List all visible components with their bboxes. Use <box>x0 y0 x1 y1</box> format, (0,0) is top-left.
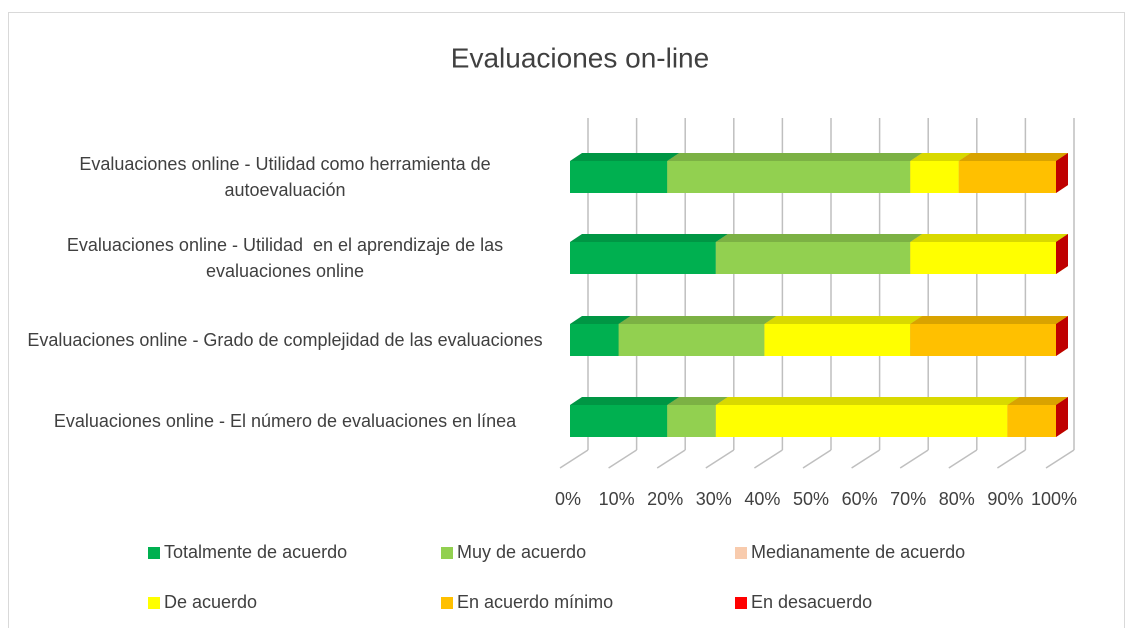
category-label: Evaluaciones online - Grado de complejid… <box>27 330 543 350</box>
x-tick-label: 70% <box>890 489 926 509</box>
bar-top <box>570 234 728 242</box>
legend-label: En desacuerdo <box>751 592 872 612</box>
bar-top <box>910 234 1068 242</box>
bar-front <box>570 324 619 356</box>
bar-top <box>715 397 1020 405</box>
bar-front <box>764 324 911 356</box>
bar-top <box>958 153 1068 161</box>
x-tick-label: 50% <box>793 489 829 509</box>
category-label: Evaluaciones online - Utilidad como herr… <box>79 154 496 200</box>
bar-segment <box>715 397 1020 437</box>
bar-top <box>910 316 1068 324</box>
floor-line <box>899 449 929 469</box>
x-tick-label: 90% <box>987 489 1023 509</box>
bar-segment <box>1056 316 1068 356</box>
floor-line <box>559 449 589 469</box>
bar-segment <box>1056 397 1068 437</box>
bar-top <box>667 397 728 405</box>
bar-top <box>667 153 923 161</box>
floor-line <box>656 449 686 469</box>
bar-segment <box>764 316 923 356</box>
bar-segment <box>910 234 1068 274</box>
category-label: Evaluaciones online - El número de evalu… <box>53 411 517 431</box>
legend-label: Medianamente de acuerdo <box>751 542 965 562</box>
bar-segment <box>570 234 728 274</box>
bar-front <box>570 405 668 437</box>
bar-segment <box>618 316 777 356</box>
bar-side <box>1056 316 1068 356</box>
legend-swatch <box>441 547 453 559</box>
bar-front <box>958 161 1056 193</box>
x-tick-label: 100% <box>1031 489 1077 509</box>
bar-top <box>715 234 923 242</box>
bar-front <box>910 324 1056 356</box>
bar-segment <box>910 316 1068 356</box>
bar-top <box>764 316 923 324</box>
bar-front <box>715 405 1008 437</box>
bar-front <box>667 405 716 437</box>
bar-segment <box>570 153 680 193</box>
floor-line <box>802 449 832 469</box>
bar-segment <box>570 397 680 437</box>
bar-segment <box>1056 153 1068 193</box>
floor-line <box>1045 449 1075 469</box>
bar-front <box>618 324 765 356</box>
legend-label: Totalmente de acuerdo <box>164 542 347 562</box>
legend-label: En acuerdo mínimo <box>457 592 613 612</box>
bar-front <box>667 161 911 193</box>
legend-swatch <box>148 547 160 559</box>
x-tick-label: 0% <box>555 489 581 509</box>
legend-swatch <box>441 597 453 609</box>
bar-front <box>1007 405 1056 437</box>
chart-title: Evaluaciones on-line <box>451 42 709 73</box>
x-tick-label: 10% <box>599 489 635 509</box>
x-tick-label: 40% <box>744 489 780 509</box>
x-tick-label: 30% <box>696 489 732 509</box>
bar-side <box>1056 397 1068 437</box>
floor-line <box>948 449 978 469</box>
bar-top <box>570 153 680 161</box>
floor-line <box>705 449 735 469</box>
bar-front <box>910 242 1056 274</box>
bar-top <box>1007 397 1068 405</box>
floor-line <box>996 449 1026 469</box>
bar-top <box>570 316 631 324</box>
bar-top <box>618 316 777 324</box>
bar-segment <box>958 153 1068 193</box>
bar-front <box>570 242 716 274</box>
floor-line <box>608 449 638 469</box>
bar-top <box>570 397 680 405</box>
x-tick-label: 20% <box>647 489 683 509</box>
legend-swatch <box>735 597 747 609</box>
bar-side <box>1056 153 1068 193</box>
category-label: Evaluaciones online - Utilidad en el apr… <box>66 235 509 281</box>
bar-front <box>570 161 668 193</box>
bar-front <box>910 161 959 193</box>
x-tick-label: 60% <box>842 489 878 509</box>
legend-swatch <box>735 547 747 559</box>
bar-segment <box>667 153 923 193</box>
legend-label: Muy de acuerdo <box>457 542 586 562</box>
x-tick-label: 80% <box>939 489 975 509</box>
bar-top <box>910 153 971 161</box>
bar-front <box>715 242 911 274</box>
legend-label: De acuerdo <box>164 592 257 612</box>
bar-segment <box>1056 234 1068 274</box>
bar-segment <box>715 234 923 274</box>
bar-side <box>1056 234 1068 274</box>
legend-swatch <box>148 597 160 609</box>
floor-line <box>753 449 783 469</box>
floor-line <box>851 449 881 469</box>
